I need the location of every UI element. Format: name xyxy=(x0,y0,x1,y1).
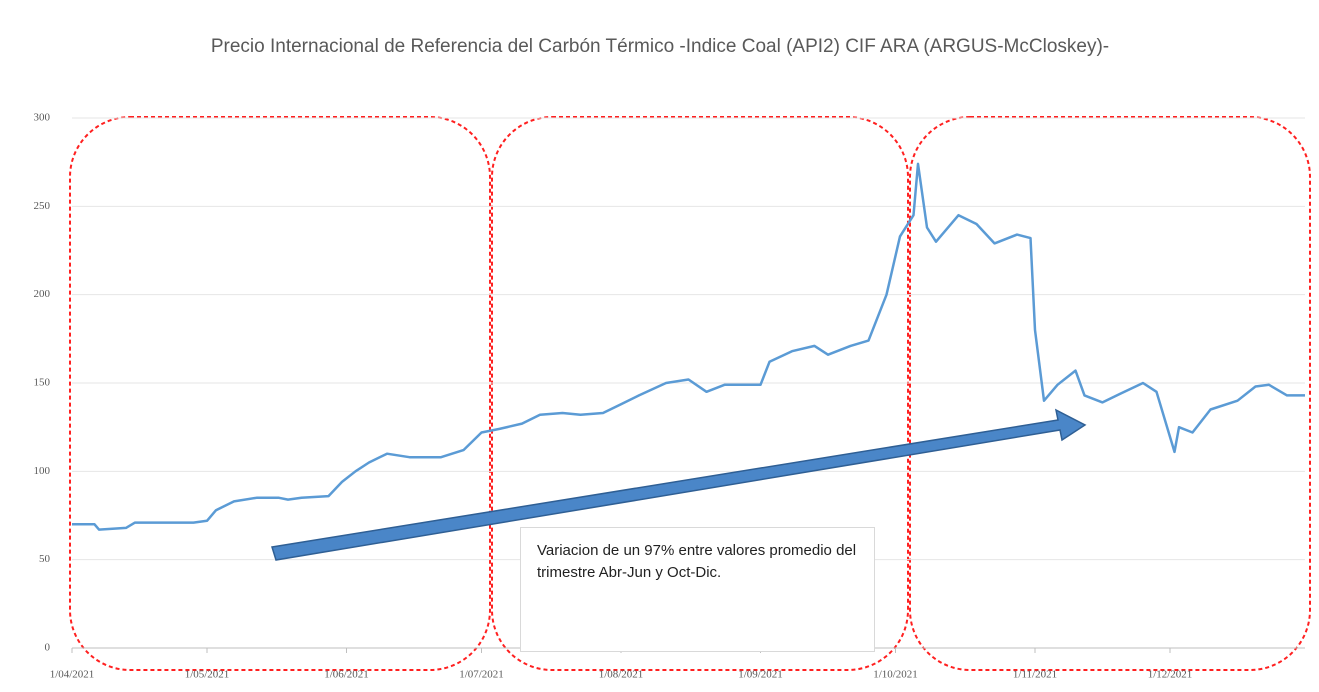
highlight-box xyxy=(909,116,1311,671)
y-tick-label: 50 xyxy=(39,553,51,565)
x-tick-label: 1/09/2021 xyxy=(738,669,783,681)
x-tick-label: 1/06/2021 xyxy=(324,669,369,681)
line-series xyxy=(72,162,1305,531)
trend-arrow xyxy=(271,408,1087,561)
highlight-box xyxy=(491,116,909,671)
y-tick-label: 250 xyxy=(34,200,51,212)
x-tick-label: 1/04/2021 xyxy=(50,669,95,681)
arrow xyxy=(271,408,1087,561)
y-tick-label: 100 xyxy=(34,465,51,477)
y-tick-label: 200 xyxy=(34,288,51,300)
x-tick-label: 1/08/2021 xyxy=(599,669,644,681)
x-tick-label: 1/11/2021 xyxy=(1013,669,1057,681)
x-tick-label: 1/05/2021 xyxy=(185,669,230,681)
highlight-box xyxy=(69,116,491,671)
x-tick-label: 1/12/2021 xyxy=(1148,669,1193,681)
highlight-boxes xyxy=(69,116,1311,671)
annotation: Variacion de un 97% entre valores promed… xyxy=(520,527,875,652)
y-tick-label: 150 xyxy=(34,377,51,389)
chart-title: Precio Internacional de Referencia del C… xyxy=(210,36,1110,57)
y-tick-label: 0 xyxy=(45,642,51,654)
x-tick-label: 1/10/2021 xyxy=(873,669,918,681)
y-tick-label: 300 xyxy=(34,112,51,124)
x-tick-label: 1/07/2021 xyxy=(459,669,504,681)
